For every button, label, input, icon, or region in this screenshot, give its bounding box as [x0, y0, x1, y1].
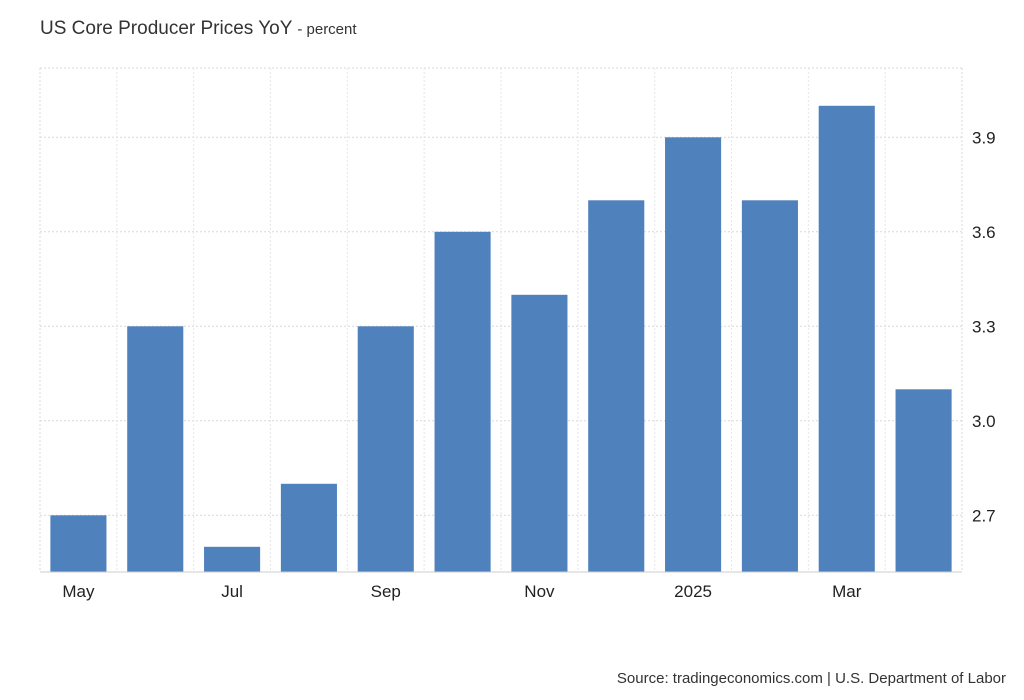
chart-unit: - percent: [297, 21, 357, 38]
source-note: Source: tradingeconomics.com | U.S. Depa…: [616, 670, 1006, 687]
bar: [50, 515, 107, 572]
chart-title: US Core Producer Prices YoY - percent: [40, 18, 357, 40]
bar: [665, 137, 722, 573]
bar: [204, 546, 261, 572]
x-tick-label: Nov: [524, 582, 555, 601]
bar: [511, 294, 568, 572]
bars-layer: [50, 105, 952, 573]
bar: [434, 231, 491, 573]
y-tick-label: 3.3: [972, 317, 996, 336]
y-tick-label: 3.9: [972, 128, 996, 147]
y-tick-label: 3.6: [972, 223, 996, 242]
axis-layer: 2.7 3.0 3.3 3.6 3.9 May Jul Sep Nov 2025 Mar: [40, 128, 996, 601]
bar: [127, 326, 184, 572]
x-tick-label: May: [62, 582, 95, 601]
x-tick-label: Jul: [221, 582, 243, 601]
bar: [818, 105, 875, 573]
bar: [588, 200, 645, 573]
bar: [357, 326, 414, 572]
bar: [895, 389, 952, 572]
y-tick-label: 3.0: [972, 412, 996, 431]
bar: [280, 483, 337, 572]
bar: [741, 200, 798, 573]
chart-title-text: US Core Producer Prices YoY: [40, 18, 293, 39]
grid-layer: [39, 67, 963, 572]
x-tick-label: Mar: [832, 582, 862, 601]
y-tick-label: 2.7: [972, 506, 996, 525]
x-tick-label: Sep: [371, 582, 401, 601]
x-tick-label: 2025: [674, 582, 712, 601]
